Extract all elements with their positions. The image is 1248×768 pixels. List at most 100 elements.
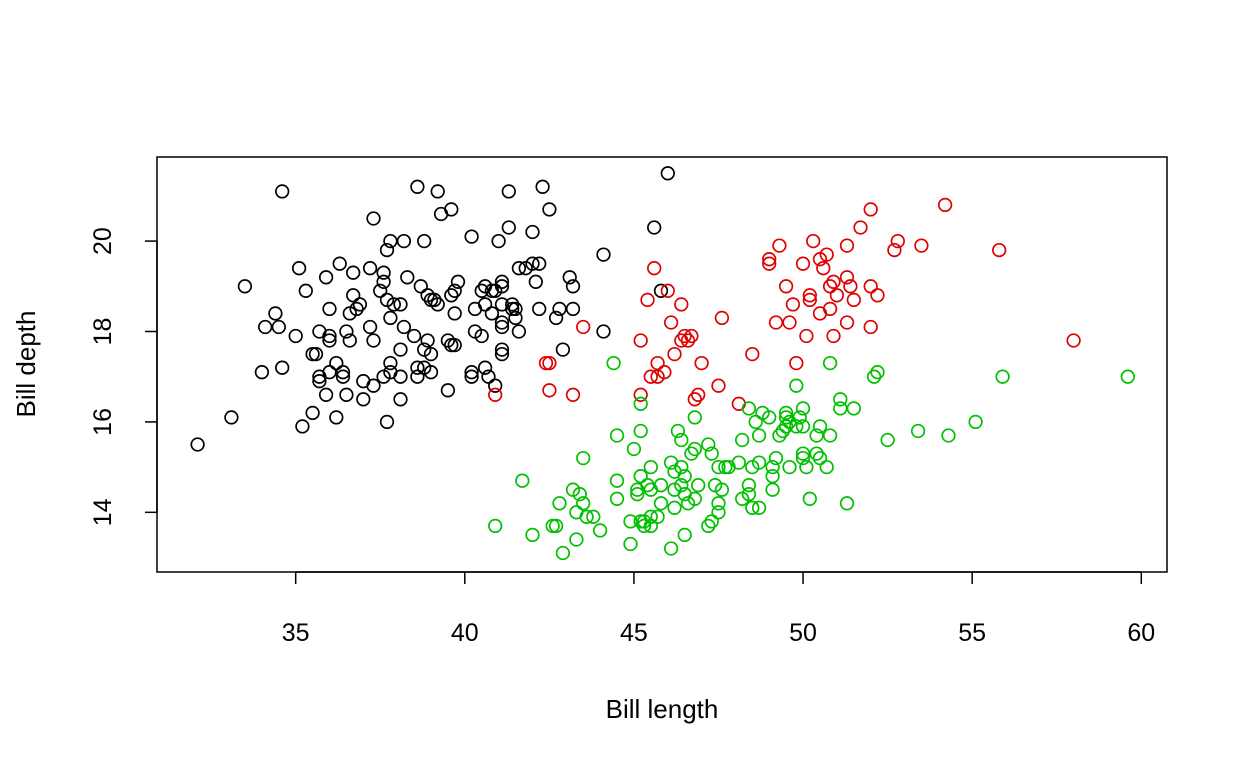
data-point [741, 478, 757, 493]
data-point [799, 459, 814, 475]
data-point [687, 410, 702, 425]
data-point [501, 184, 516, 199]
data-point [400, 270, 415, 285]
data-point [846, 401, 861, 416]
data-point [731, 455, 746, 470]
data-point [474, 328, 489, 344]
data-point [505, 297, 520, 312]
data-point [741, 401, 757, 416]
data-point [714, 310, 730, 326]
data-point [491, 233, 506, 249]
data-point [474, 283, 489, 298]
data-point [417, 233, 432, 249]
data-point [623, 514, 638, 529]
data-point [691, 387, 706, 402]
data-point [887, 242, 902, 258]
data-point [643, 369, 658, 384]
data-point [819, 459, 834, 475]
data-point [525, 224, 540, 240]
data-point [778, 279, 794, 294]
data-point [826, 274, 841, 289]
data-point [778, 410, 794, 425]
data-point [339, 387, 354, 402]
data-point [735, 432, 750, 448]
data-point [511, 261, 527, 276]
data-point [423, 346, 439, 362]
y-tick-label: 18 [89, 318, 117, 346]
data-point [542, 383, 557, 398]
data-point [650, 509, 665, 524]
data-point [488, 387, 503, 402]
data-point [592, 523, 608, 538]
data-point [680, 333, 696, 348]
data-point [190, 437, 205, 452]
data-point [275, 360, 290, 375]
series [190, 166, 675, 452]
data-point [839, 238, 855, 253]
data-point [711, 459, 726, 475]
data-point [346, 265, 361, 280]
data-point [396, 319, 412, 335]
data-point [538, 355, 554, 371]
data-point [772, 428, 787, 443]
data-point [863, 319, 878, 335]
data-point [525, 256, 540, 271]
data-point [447, 306, 462, 321]
data-point [322, 328, 337, 344]
data-point [542, 202, 557, 217]
series [488, 355, 1135, 561]
data-point [741, 487, 757, 502]
data-point [379, 414, 395, 430]
data-point [633, 469, 648, 484]
data-point [562, 270, 577, 285]
data-point [565, 387, 581, 402]
data-point [464, 229, 479, 244]
data-point [633, 333, 648, 348]
data-point [806, 233, 821, 249]
data-point [329, 355, 344, 371]
data-point [362, 319, 378, 335]
data-point [853, 220, 868, 235]
data-point [494, 319, 510, 335]
data-point [762, 410, 777, 425]
data-point [308, 346, 324, 362]
data-point [667, 346, 682, 362]
data-point [464, 369, 479, 384]
data-point [890, 233, 905, 249]
data-point [643, 518, 658, 534]
data-point [653, 478, 669, 493]
x-tick-label: 50 [789, 619, 817, 647]
data-point [846, 292, 861, 308]
data-point [633, 396, 648, 411]
data-point [430, 297, 445, 312]
data-point [447, 283, 462, 298]
data-point [643, 509, 658, 524]
data-point [447, 337, 462, 353]
data-point [444, 288, 459, 303]
data-point [312, 374, 327, 389]
data-point [528, 274, 543, 289]
x-tick-label: 45 [620, 619, 648, 647]
data-point [291, 261, 307, 276]
data-point [383, 233, 398, 249]
data-point [477, 360, 493, 375]
data-point [295, 419, 310, 434]
data-point [515, 473, 530, 488]
data-point [532, 301, 547, 317]
data-point [772, 238, 787, 253]
data-point [792, 410, 807, 425]
data-point [674, 432, 689, 448]
data-point [866, 369, 882, 384]
data-point [362, 261, 378, 276]
data-point [795, 256, 811, 271]
data-point [609, 491, 625, 506]
data-point [789, 378, 804, 393]
data-point [799, 328, 814, 344]
data-point [410, 360, 425, 375]
data-point [386, 297, 401, 312]
data-point [941, 428, 956, 443]
data-point [765, 459, 780, 475]
data-point [393, 369, 408, 384]
data-point [839, 315, 855, 330]
